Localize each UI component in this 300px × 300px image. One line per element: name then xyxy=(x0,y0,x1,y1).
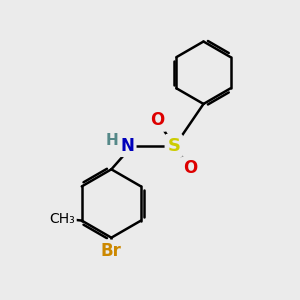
Text: O: O xyxy=(150,111,165,129)
Text: Br: Br xyxy=(101,242,122,260)
Text: N: N xyxy=(120,136,134,154)
Text: H: H xyxy=(106,133,118,148)
Text: O: O xyxy=(183,159,197,177)
Text: S: S xyxy=(167,136,180,154)
Text: CH₃: CH₃ xyxy=(50,212,75,226)
